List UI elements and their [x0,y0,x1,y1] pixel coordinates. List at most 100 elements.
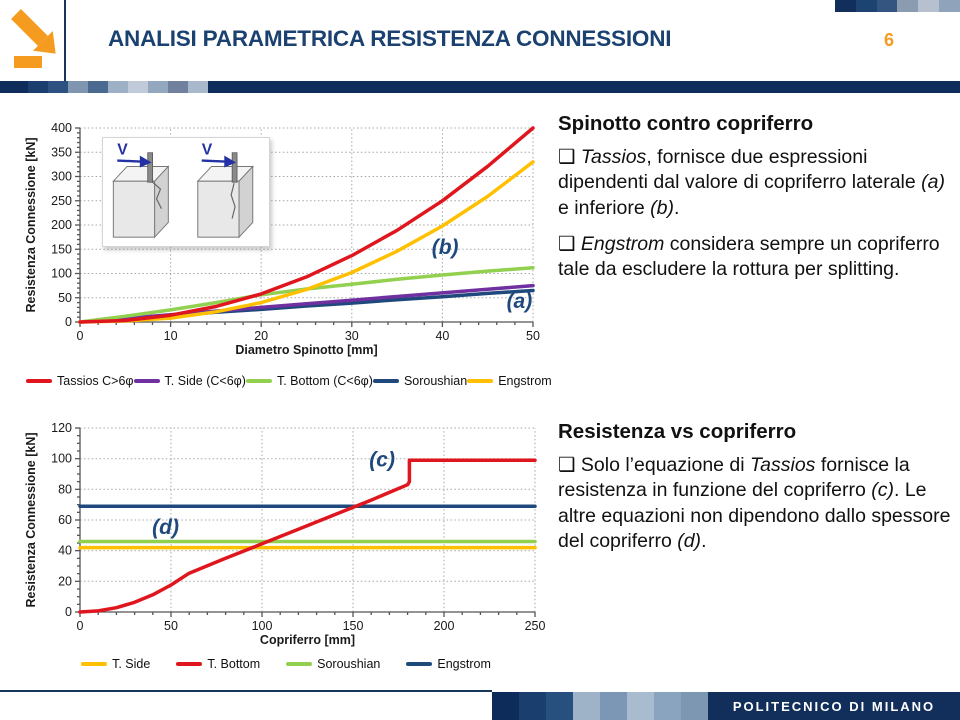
svg-text:0: 0 [65,605,72,619]
gradient-square [148,81,168,93]
legend-line-swatch [245,379,272,383]
legend-label: T. Side [112,657,151,671]
bullet-paragraph-solo-tassios: ❑ Solo l’equazione di Tassios fornisce l… [558,454,951,553]
text-block-resistenza: Resistenza vs copriferro ❑ Solo l’equazi… [558,420,956,565]
gradient-square [546,692,573,720]
legend-label: Engstrom [498,374,552,388]
svg-text:80: 80 [58,482,72,496]
legend-item: Engstrom [467,374,552,388]
svg-text:0: 0 [77,619,84,633]
legend-item: T. Side [81,657,150,671]
legend-line-swatch [133,379,160,383]
gradient-square [28,81,48,93]
side-crack [152,181,162,209]
legend-label: Tassios C>6φ [57,374,134,388]
legend-line-swatch [286,662,313,666]
legend-line-swatch [81,662,108,666]
svg-text:400: 400 [51,121,72,135]
gradient-square [188,81,208,93]
header-gradient-band [0,81,960,93]
svg-text:(c): (c) [369,448,395,471]
text-block-spinotto: Spinotto contro copriferro ❑ Tassios, fo… [558,112,956,294]
legend-item: T. Bottom (C<6φ) [245,374,373,388]
gradient-square [573,692,600,720]
shear-force-label: V [202,142,213,159]
gradient-square [835,0,856,12]
page-number: 6 [884,30,895,50]
dowel-bar [231,152,238,183]
svg-text:350: 350 [51,145,72,159]
band-tail-bar [208,81,960,93]
legend-item: T. Bottom [176,657,260,671]
gradient-square [519,692,546,720]
corner-gradient-band [835,0,960,12]
gradient-square [48,81,68,93]
legend-line-swatch [26,379,52,383]
gradient-square [897,0,919,12]
svg-text:Resistenza Connessione [kN]: Resistenza Connessione [kN] [24,137,38,312]
legend-item: T. Side (C<6φ) [133,374,246,388]
chart-legend: T. Side T. Bottom Soroushian Engstrom [24,657,548,671]
band-lead-square [0,81,28,93]
gradient-square [128,81,148,93]
politecnico-logo-text: POLITECNICO DI MILANO [732,698,936,714]
svg-text:Copriferro [mm]: Copriferro [mm] [260,633,355,647]
footer-logo-box: POLITECNICO DI MILANO [708,692,960,720]
gradient-square [108,81,128,93]
gradient-square [600,692,627,720]
legend-label: Soroushian [403,374,468,388]
svg-text:300: 300 [51,170,72,184]
gradient-square [855,0,877,12]
svg-text:200: 200 [434,619,455,633]
svg-text:0: 0 [77,329,84,343]
svg-text:200: 200 [51,218,72,232]
legend-line-swatch [372,379,399,383]
dowel-scheme-inset: V V [102,137,270,247]
svg-text:0: 0 [65,315,72,329]
gradient-square [939,0,960,12]
svg-text:120: 120 [51,421,72,435]
legend-item: Tassios C>6φ [26,374,134,388]
gradient-square [654,692,681,720]
force-arrow-icon [224,155,237,168]
text-heading: Spinotto contro copriferro [558,112,814,135]
chart-legend: Tassios C>6φ T. Side (C<6φ) T. Bottom (C<6… [24,374,552,388]
legend-item: Soroushian [286,657,380,671]
force-arrow-icon [139,155,152,168]
dowel-bar [147,152,154,183]
gradient-square [681,692,708,720]
svg-text:100: 100 [51,267,72,281]
svg-text:60: 60 [58,513,72,527]
svg-text:Diametro Spinotto [mm]: Diametro Spinotto [mm] [235,343,377,357]
bottom-crack [230,183,236,219]
gradient-square [68,81,88,93]
legend-label: T. Bottom [207,657,261,671]
svg-text:150: 150 [51,242,72,256]
svg-text:30: 30 [345,329,359,343]
gradient-square [88,81,108,93]
legend-line-swatch [467,379,494,383]
text-heading: Resistenza vs copriferro [558,420,797,443]
politecnico-arrow-icon [11,9,56,68]
legend-item: Soroushian [372,374,468,388]
legend-item: Engstrom [406,657,491,671]
svg-text:250: 250 [51,194,72,208]
gradient-square [627,692,654,720]
legend-line-swatch [176,662,203,666]
band-squares [28,81,208,93]
svg-text:(a): (a) [507,290,533,313]
gradient-square [492,692,519,720]
svg-text:100: 100 [252,619,273,633]
legend-label: T. Side (C<6φ) [164,374,246,388]
svg-text:250: 250 [525,619,546,633]
svg-text:(b): (b) [432,236,459,259]
footer-gradient-band: POLITECNICO DI MILANO [492,692,960,720]
svg-text:50: 50 [58,291,72,305]
svg-text:40: 40 [58,544,72,558]
svg-text:20: 20 [254,329,268,343]
bullet-paragraph-engstrom: ❑ Engstrom considera sempre un copriferr… [558,233,940,281]
svg-text:Resistenza Connessione [kN]: Resistenza Connessione [kN] [24,432,38,607]
gradient-square [876,0,898,12]
footer-rule-line [0,690,492,692]
svg-text:10: 10 [164,329,178,343]
